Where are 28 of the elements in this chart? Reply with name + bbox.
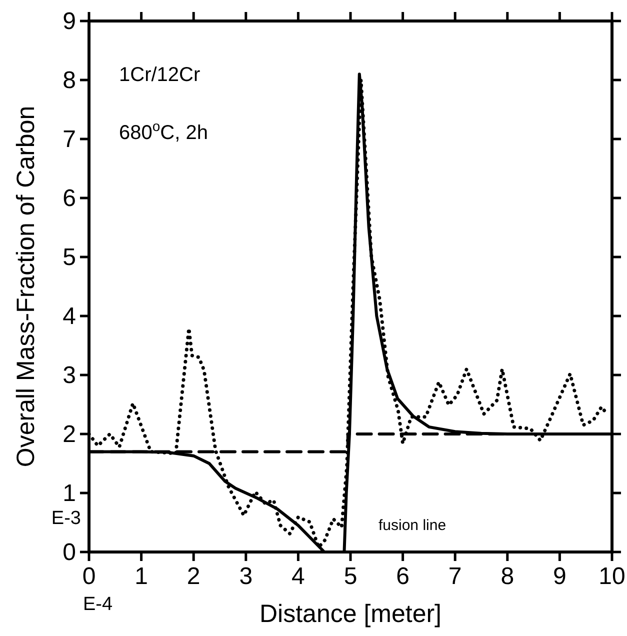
x-tick-label: 4: [292, 563, 305, 590]
y-tick-label: 7: [62, 126, 76, 153]
y-axis-title: Overall Mass-Fraction of Carbon: [12, 106, 40, 468]
y-tick-label: 4: [62, 303, 76, 330]
x-axis-title: Distance [meter]: [259, 600, 442, 628]
x-tick-label: 6: [396, 563, 410, 590]
y-tick-label: 8: [62, 67, 76, 94]
x-tick-label: 10: [598, 563, 626, 590]
y-tick-label: 6: [62, 185, 76, 212]
x-tick-label: 3: [239, 563, 253, 590]
x-tick-label: 8: [500, 563, 514, 590]
y-tick-label: 1: [62, 480, 76, 507]
annotation: 680$^{o}$C, 2h: [119, 118, 208, 144]
x-tick-label: 5: [344, 563, 358, 590]
y-tick-label: 9: [62, 8, 76, 35]
x-tick-label: 0: [82, 563, 96, 590]
text: E-4: [83, 594, 113, 615]
x-tick-label: 9: [553, 563, 566, 590]
annotation: fusion line: [378, 517, 446, 534]
y-tick-label: 0: [62, 539, 76, 566]
y-tick-label: 2: [62, 421, 76, 448]
x-tick-label: 2: [186, 563, 200, 590]
y-tick-label: 5: [62, 244, 76, 271]
annotation: 1Cr/12Cr: [119, 64, 200, 86]
y-tick-label: 3: [62, 362, 76, 389]
x-tick-label: 7: [448, 563, 462, 590]
text: E-3: [51, 508, 81, 529]
x-tick-label: 1: [134, 563, 148, 590]
